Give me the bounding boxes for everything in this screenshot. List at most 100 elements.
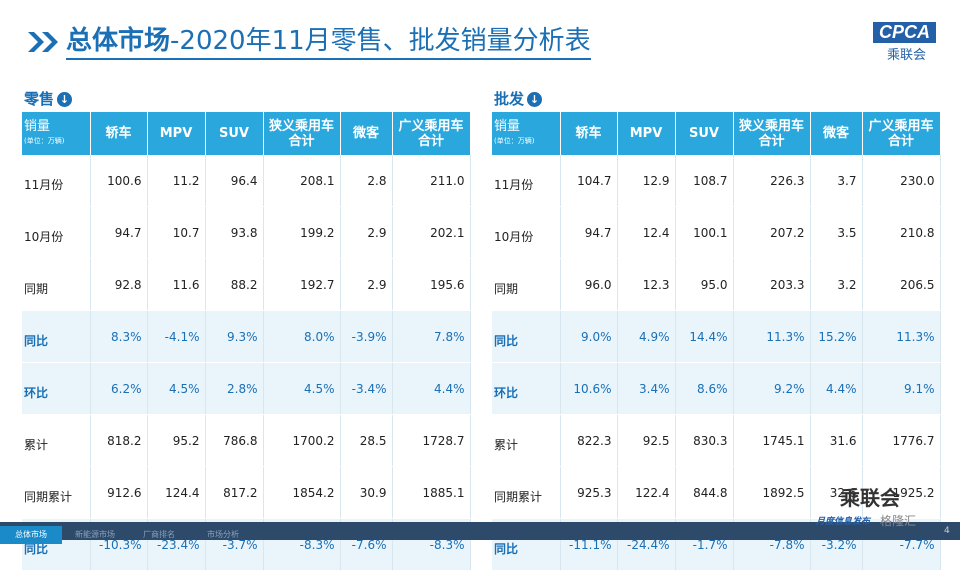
column-header: 狭义乘用车合计 xyxy=(263,112,341,155)
row-label: 环比 xyxy=(492,362,561,415)
cell-value: 1854.2 xyxy=(263,466,341,519)
cell-value: 108.7 xyxy=(675,155,734,207)
cell-value: 203.3 xyxy=(733,258,811,311)
cell-value: 10.7 xyxy=(147,206,206,259)
cell-value: 817.2 xyxy=(205,466,264,519)
logo: CPCA 乘联会 xyxy=(836,22,940,66)
cell-value: 4.4% xyxy=(392,362,471,415)
cell-value: 3.7 xyxy=(810,155,863,207)
cell-value: 32.6 xyxy=(810,466,863,519)
cell-value: 4.4% xyxy=(810,362,863,415)
footer-tab[interactable]: 新能源市场 xyxy=(75,530,115,539)
cell-value: 1885.1 xyxy=(392,466,471,519)
row-label: 同比 xyxy=(22,310,91,363)
cell-value: -3.9% xyxy=(340,310,393,363)
slogan: 月度信息发布 xyxy=(816,517,871,527)
cell-value: 122.4 xyxy=(617,466,676,519)
corner-text: 销量 xyxy=(24,118,51,134)
row-label: 环比 xyxy=(22,362,91,415)
cell-value: 1892.5 xyxy=(733,466,811,519)
cell-value: 199.2 xyxy=(263,206,341,259)
cell-value: 100.1 xyxy=(675,206,734,259)
cell-value: 192.7 xyxy=(263,258,341,311)
column-header: 微客 xyxy=(340,112,393,155)
cell-value: 8.0% xyxy=(263,310,341,363)
cell-value: 12.9 xyxy=(617,155,676,207)
section-text: 零售 xyxy=(24,90,55,108)
cell-value: 9.1% xyxy=(862,362,941,415)
column-header: 轿车 xyxy=(90,112,148,155)
chevron-icon xyxy=(28,32,58,52)
data-row: 11月份 100.6 11.2 96.4 208.1 2.8 211.0 xyxy=(22,155,471,207)
cell-value: 8.3% xyxy=(90,310,148,363)
footer-tab[interactable]: 市场分析 xyxy=(207,530,239,539)
cell-value: 96.4 xyxy=(205,155,264,207)
sales-table: 销量 (单位：万辆) 轿车 MPV SUV 狭义乘用车合计 微客 广义乘用车合计 11月份 100… xyxy=(22,112,471,571)
cell-value: 9.0% xyxy=(560,310,618,363)
cell-value: -3.4% xyxy=(340,362,393,415)
cell-value: 925.3 xyxy=(560,466,618,519)
cell-value: 1925.2 xyxy=(862,466,941,519)
cell-value: 92.8 xyxy=(90,258,148,311)
section-label: 零售 ↓ xyxy=(24,88,73,109)
footer-tab[interactable]: 总体市场 xyxy=(0,526,62,544)
data-row: 同期 92.8 11.6 88.2 192.7 2.9 195.6 xyxy=(22,258,471,311)
cell-value: 88.2 xyxy=(205,258,264,311)
cell-value: 3.4% xyxy=(617,362,676,415)
section-text: 批发 xyxy=(494,90,525,108)
cell-value: 4.9% xyxy=(617,310,676,363)
cell-value: 786.8 xyxy=(205,414,264,467)
column-header: 广义乘用车合计 xyxy=(862,112,941,155)
row-label: 同期累计 xyxy=(492,466,561,519)
data-row: 累计 822.3 92.5 830.3 1745.1 31.6 1776.7 xyxy=(492,414,941,467)
cell-value: 28.5 xyxy=(340,414,393,467)
cell-value: 230.0 xyxy=(862,155,941,207)
logo-text: CPCA xyxy=(872,22,936,43)
data-row: 同期 96.0 12.3 95.0 203.3 3.2 206.5 xyxy=(492,258,941,311)
cell-value: 9.3% xyxy=(205,310,264,363)
cell-value: 12.4 xyxy=(617,206,676,259)
cell-value: 11.6 xyxy=(147,258,206,311)
unit-text: (单位：万辆) xyxy=(24,136,65,145)
watermark: 格隆汇 xyxy=(880,514,917,528)
column-header: SUV xyxy=(675,112,734,155)
cell-value: 9.2% xyxy=(733,362,811,415)
title: 总体市场-2020年11月零售、批发销量分析表 xyxy=(66,24,591,60)
sales-table: 销量 (单位：万辆) 轿车 MPV SUV 狭义乘用车合计 微客 广义乘用车合计 11月份 104… xyxy=(492,112,941,571)
cell-value: 30.9 xyxy=(340,466,393,519)
cell-value: 10.6% xyxy=(560,362,618,415)
cell-value: 2.9 xyxy=(340,258,393,311)
cell-value: 844.8 xyxy=(675,466,734,519)
row-label: 同期 xyxy=(22,258,91,311)
cell-value: 11.3% xyxy=(733,310,811,363)
cell-value: 14.4% xyxy=(675,310,734,363)
row-label: 10月份 xyxy=(22,206,91,259)
title-bold: 总体市场 xyxy=(66,26,171,56)
cell-value: 31.6 xyxy=(810,414,863,467)
cell-value: 4.5% xyxy=(263,362,341,415)
data-row: 累计 818.2 95.2 786.8 1700.2 28.5 1728.7 xyxy=(22,414,471,467)
cell-value: 15.2% xyxy=(810,310,863,363)
column-header: 轿车 xyxy=(560,112,618,155)
cell-value: 822.3 xyxy=(560,414,618,467)
cell-value: 93.8 xyxy=(205,206,264,259)
cell-value: 208.1 xyxy=(263,155,341,207)
down-icon: ↓ xyxy=(57,92,73,107)
corner-cell: 销量 (单位：万辆) xyxy=(492,112,561,155)
cell-value: 94.7 xyxy=(90,206,148,259)
row-label: 同期累计 xyxy=(22,466,91,519)
slide: 总体市场-2020年11月零售、批发销量分析表 CPCA 乘联会 零售 ↓ 销量 (单位… xyxy=(0,22,960,571)
cell-value: 92.5 xyxy=(617,414,676,467)
corner-cell: 销量 (单位：万辆) xyxy=(22,112,91,155)
cell-value: 6.2% xyxy=(90,362,148,415)
row-label: 11月份 xyxy=(22,155,91,207)
column-header: 微客 xyxy=(810,112,863,155)
footer-tab[interactable]: 厂商排名 xyxy=(143,530,175,539)
cell-value: 95.2 xyxy=(147,414,206,467)
cell-value: 95.0 xyxy=(675,258,734,311)
header-row: 销量 (单位：万辆) 轿车 MPV SUV 狭义乘用车合计 微客 广义乘用车合计 xyxy=(22,112,471,155)
cell-value: 2.8% xyxy=(205,362,264,415)
cell-value: 4.5% xyxy=(147,362,206,415)
data-row: 环比 10.6% 3.4% 8.6% 9.2% 4.4% 9.1% xyxy=(492,362,941,415)
row-label: 同比 xyxy=(492,310,561,363)
